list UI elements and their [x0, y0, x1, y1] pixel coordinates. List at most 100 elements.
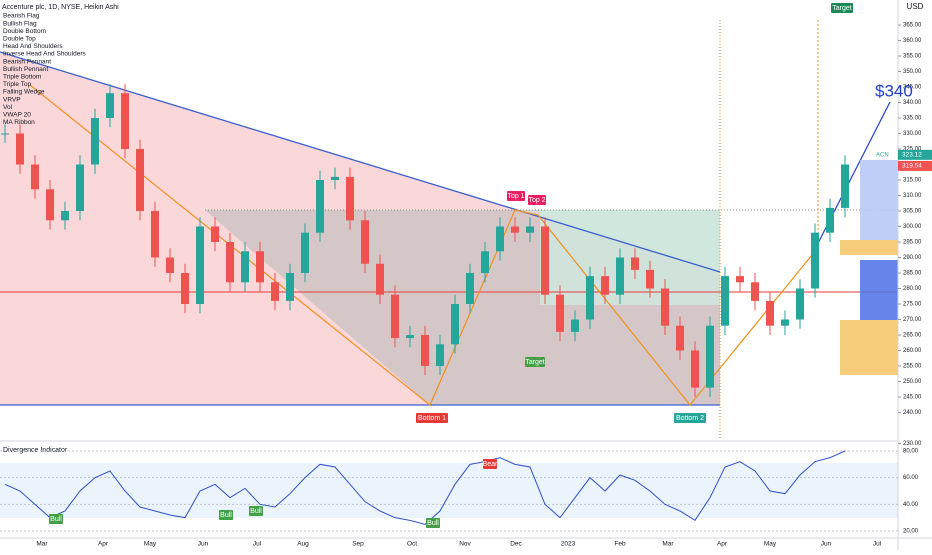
volume-profile [860, 260, 898, 320]
y-tick-label: 325.00 [903, 147, 922, 153]
indicator-name: VRVP [3, 96, 21, 103]
y-tick-label: 20.00 [903, 529, 919, 535]
y-tick-label: 315.00 [903, 178, 922, 184]
candle [241, 251, 249, 283]
candle [601, 276, 609, 295]
pane-title: Divergence Indicator [3, 447, 68, 454]
chart-title: Accenture plc, 1D, NYSE, Heikin Ashi [2, 4, 119, 11]
candle [121, 93, 129, 149]
x-tick-label: Jun [821, 541, 832, 548]
candle [631, 257, 639, 270]
projection-arrow [811, 101, 891, 256]
y-tick-label: 305.00 [903, 209, 922, 215]
currency: USD [907, 2, 924, 11]
candle [511, 226, 519, 233]
candle [46, 189, 54, 221]
candle [766, 300, 774, 326]
y-tick-label: 365.00 [903, 23, 922, 29]
y-tick-label: 280.00 [903, 286, 922, 292]
candle [541, 226, 549, 295]
trend-line [0, 51, 721, 273]
candle [421, 335, 429, 366]
y-tick-label: 350.00 [903, 69, 922, 75]
candle [376, 263, 384, 295]
candle [826, 207, 834, 233]
x-tick-label: Nov [459, 541, 471, 548]
candle [196, 226, 204, 304]
x-tick-label: Sep [352, 541, 364, 548]
y-tick-label: 245.00 [903, 395, 922, 401]
y-tick-label: 355.00 [903, 54, 922, 60]
annotation-tag [507, 191, 525, 201]
annotation-tag [674, 413, 706, 423]
candle [436, 344, 444, 366]
indicator-name: MA Ribbon [3, 119, 35, 126]
candle [796, 288, 804, 320]
indicator-name: Bearish Flag [3, 13, 40, 20]
candle [211, 226, 219, 242]
x-tick-label: Jul [873, 541, 882, 548]
candle [136, 149, 144, 211]
candle [721, 276, 729, 326]
indicator-name: Inverse Head And Shoulders [3, 51, 86, 58]
candle [286, 273, 294, 301]
target-zone [540, 210, 720, 305]
candle [466, 273, 474, 304]
annotation-tag [416, 413, 448, 423]
annotation-tag [528, 195, 546, 205]
x-tick-label: Apr [717, 541, 728, 548]
candle [526, 226, 534, 233]
y-tick-label: 290.00 [903, 255, 922, 261]
candle [451, 304, 459, 345]
y-tick-label: 345.00 [903, 85, 922, 91]
indicator-name: Head And Shoulders [3, 43, 63, 50]
divergence-line [4, 450, 846, 525]
candle [166, 257, 174, 273]
price-tag [898, 149, 932, 160]
candle [106, 93, 114, 118]
candle [811, 232, 819, 289]
y-tick-label: 295.00 [903, 240, 922, 246]
indicator-name: Bearish Pennant [3, 58, 51, 65]
candle [316, 180, 324, 233]
y-tick-label: 310.00 [903, 193, 922, 199]
annotation: Bear [483, 461, 498, 468]
target-price: $340 [875, 81, 913, 100]
candle [31, 164, 39, 190]
annotation-tag [525, 357, 545, 367]
volume-profile [840, 240, 898, 255]
candle [676, 325, 684, 351]
x-tick-label: Apr [98, 541, 109, 548]
volume-profile [860, 160, 898, 240]
candle [346, 176, 354, 221]
x-tick-label: 2023 [561, 541, 576, 548]
annotation: Target [525, 359, 545, 366]
indicator-name: Bullish Flag [3, 20, 37, 27]
annotation: Top 1 [507, 193, 524, 200]
indicator-name: Vol [3, 104, 13, 111]
annotation-tag [483, 459, 497, 469]
candle [61, 211, 69, 221]
indicator-name: Triple Bottom [3, 74, 41, 81]
candle [406, 335, 414, 339]
indicator-name: Bullish Pennant [3, 66, 48, 73]
candle [646, 269, 654, 289]
y-tick-label: 255.00 [903, 364, 922, 370]
candle [751, 282, 759, 301]
candle [91, 118, 99, 165]
candle [661, 288, 669, 326]
x-tick-label: May [764, 541, 777, 548]
annotation: Bull [220, 512, 232, 519]
candle [706, 325, 714, 388]
annotation: Target [832, 5, 852, 12]
candle [736, 276, 744, 283]
x-tick-label: Jul [253, 541, 262, 548]
candle [691, 350, 699, 388]
annotation: Bull [250, 508, 262, 515]
price-tag [898, 160, 932, 171]
candle [256, 251, 264, 283]
candle [571, 319, 579, 332]
indicator-name: Triple Top [3, 81, 32, 88]
y-tick-label: 285.00 [903, 271, 922, 277]
